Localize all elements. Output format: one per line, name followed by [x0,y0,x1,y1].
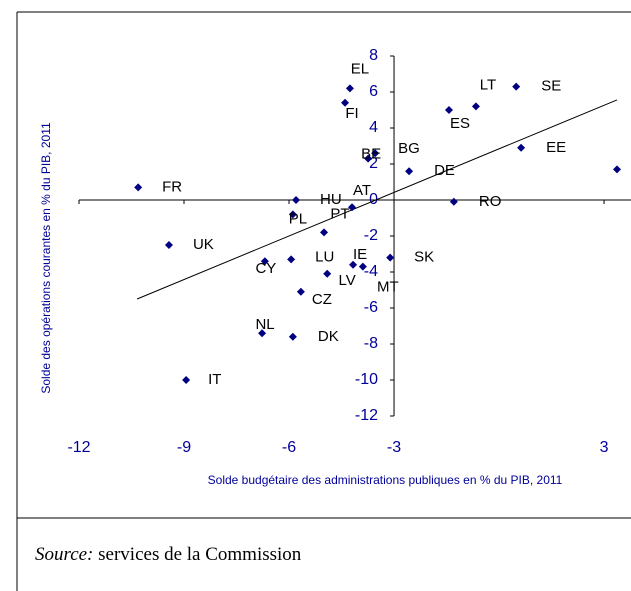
point [258,329,267,338]
point [341,98,350,107]
y-tick-label: -6 [364,299,378,316]
y-tick-label: -10 [355,371,378,388]
point-label: DE [434,162,455,179]
point [134,183,143,192]
x-tick-label: -12 [67,439,90,456]
y-axis-title: Solde des opérations courantes en % du P… [39,122,53,394]
point [449,197,458,206]
point-label: EL [351,60,369,77]
point [182,376,191,384]
point-label: MT [377,279,399,296]
point [444,106,453,114]
y-tick-label: -12 [355,407,378,424]
y-tick-label: 4 [369,119,378,136]
point [287,255,296,264]
x-tick-label: -3 [387,439,401,456]
point [371,149,380,158]
point-label: RO [479,193,502,210]
point [348,203,357,212]
y-tick-label: 0 [369,191,378,208]
y-tick-label: -4 [364,263,378,280]
point [345,84,354,93]
point [320,228,329,237]
point-label: CY [255,260,276,277]
point-label: FI [345,105,358,122]
point-label: BE [361,146,381,163]
y-tick-label: -2 [364,227,378,244]
point-label: SK [414,249,434,266]
point [288,332,297,341]
y-tick-label: 6 [369,83,378,100]
point-label: LU [315,248,334,265]
x-axis-title: Solde budgétaire des administrations pub… [208,473,563,487]
point [296,287,305,296]
point-label: ES [450,115,470,132]
point-label: BG [398,140,420,157]
point [517,143,526,152]
x-tick-label: 3 [600,439,609,456]
x-tick-label: -9 [177,439,191,456]
point-label: DK [318,328,339,345]
point [349,260,358,269]
source-label: Source: [35,544,93,565]
point [405,167,414,176]
point-label: LT [480,76,496,93]
point [386,253,395,262]
point-label: AT [353,182,371,199]
point [292,196,301,204]
point-label: IT [208,371,221,388]
point [358,262,367,271]
source-text: services de la Commission [98,544,302,565]
point-label: EE [546,139,566,156]
point-label: CZ [312,291,332,308]
point [323,269,332,278]
point-label: SE [541,78,561,95]
source: Source: services de la Commission [35,544,302,565]
point [260,257,269,266]
x-tick-label: -6 [282,439,296,456]
y-tick-label: 8 [369,47,378,64]
point-label: HU [320,191,342,208]
point-label: PT [330,205,349,222]
point [612,165,621,174]
point [364,154,373,163]
point-label: IE [353,246,367,263]
point-label: FR [162,178,182,195]
point-label: UK [193,236,214,253]
point-label: PL [289,210,307,227]
y-tick-label: 2 [369,155,378,172]
point [164,241,173,249]
point [512,82,521,91]
point [471,102,480,111]
y-tick-label: -8 [364,335,378,352]
point-label: NL [255,316,274,333]
point [288,210,297,219]
point-label: LV [339,272,356,289]
trend-line [136,99,618,300]
